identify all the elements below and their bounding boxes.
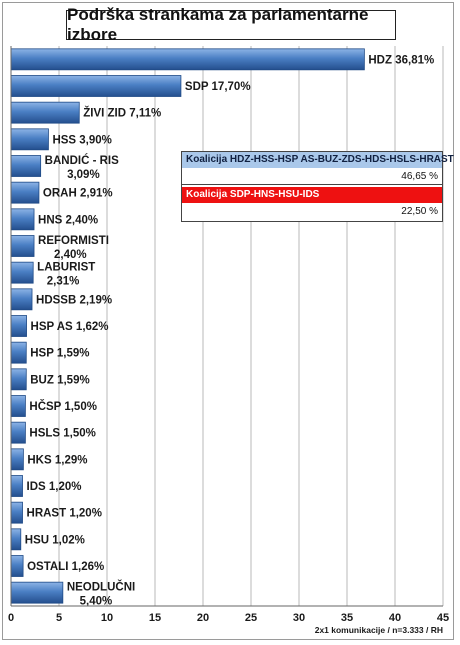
coalition-2-name: Koalicija SDP-HNS-HSU-IDS [182,187,442,203]
coalition-1-name: Koalicija HDZ-HSS-HSP AS-BUZ-ZDS-HDS-HSL… [182,152,454,168]
bar-data-label: REFORMISTI 2,40% [38,235,109,261]
bar [10,48,365,71]
x-tick-label: 30 [293,612,305,624]
bar-data-label: HSP 1,59% [30,348,89,360]
bar-data-label: HSS 3,90% [52,134,111,146]
bar [10,395,26,417]
coalition-2-value: 22,50 % [401,206,438,217]
bar-data-label: HDZ 36,81% [368,54,434,66]
x-tick-label: 0 [8,612,14,624]
bar-data-label: BUZ 1,59% [30,374,89,386]
x-tick-label: 40 [389,612,401,624]
bar-data-label: HRAST 1,20% [27,508,102,520]
bar [10,448,24,471]
bar [10,501,23,524]
x-tick-label: 15 [149,612,161,624]
x-tick-label: 10 [101,612,113,624]
coalition-table: Koalicija HDZ-HSS-HSP AS-BUZ-ZDS-HDS-HSL… [181,151,454,222]
x-tick-label: 20 [197,612,209,624]
x-tick-label: 5 [56,612,62,624]
bar-labels: HDZ 36,81% SDP 17,70% ŽIVI ZID 7,11% HSS 3,… [25,54,434,607]
bar [10,101,80,124]
bar-data-label: HSLS 1,50% [29,428,95,440]
x-tick-label: 35 [341,612,353,624]
bar [10,75,182,97]
bar-data-label: BANDIĆ - RIS 3,09% [45,154,119,181]
bar [10,421,26,444]
bar [10,555,24,577]
bar [10,368,27,391]
bar-data-label: ORAH 2,91% [43,188,113,200]
bar [10,155,42,177]
bar-data-label: HKS 1,29% [27,454,87,466]
bar [10,288,33,311]
bar [10,128,49,151]
bar-data-label: NEODLUČNI 5,40% [67,581,135,608]
chart-title: Podrška strankama za parlamentarne izbor… [66,5,396,44]
bar-data-label: IDS 1,20% [27,481,82,493]
bar [10,581,64,604]
bar [10,235,35,257]
bar-data-label: LABURIST 2,31% [37,262,95,288]
x-tick-label: 45 [437,612,449,624]
bar-data-label: HDSSB 2,19% [36,294,112,306]
bar [10,261,34,284]
bar [10,341,27,364]
x-tick-label: 25 [245,612,257,624]
bar [10,528,22,551]
bar-data-label: HSP AS 1,62% [31,321,109,333]
footnote: 2x1 komunikacije / n=3.333 / RH [315,625,443,635]
bar-data-label: HČSP 1,50% [29,400,97,413]
bar-data-label: HSU 1,02% [25,534,85,546]
coalition-1-value: 46,65 % [182,169,442,185]
bar-data-label: HNS 2,40% [38,214,98,226]
x-axis: 0 5 10 15 20 25 30 35 40 45 [8,46,449,624]
bar [10,315,27,337]
bar [10,208,35,231]
chart-bars [10,48,365,604]
bar-data-label: OSTALI 1,26% [27,561,104,573]
bar-data-label: SDP 17,70% [185,81,251,93]
bar [10,181,40,204]
bar-data-label: ŽIVI ZID 7,11% [83,107,161,120]
bar [10,475,23,497]
